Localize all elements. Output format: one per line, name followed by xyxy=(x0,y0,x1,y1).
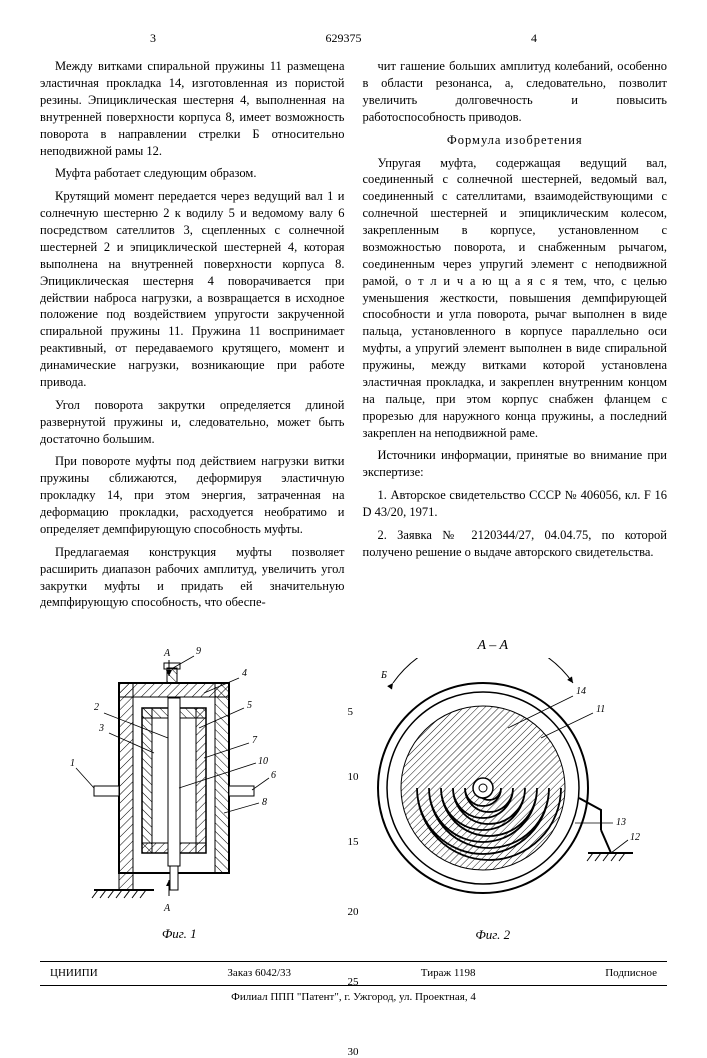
leader-1: 1 xyxy=(70,758,75,769)
leader-3: 3 xyxy=(98,723,104,734)
document-number: 629375 xyxy=(326,30,362,46)
leader-8: 8 xyxy=(262,797,267,808)
para: чит гашение больших амплитуд колебаний, … xyxy=(363,58,668,126)
figure-2-svg: Б xyxy=(343,658,643,918)
formula-title: Формула изобретения xyxy=(363,132,668,149)
section-A-bottom: A xyxy=(163,903,171,914)
leader-6: 6 xyxy=(271,770,276,781)
page-number-left: 3 xyxy=(150,30,156,46)
leader-5: 5 xyxy=(247,700,252,711)
para: Угол поворота закрутки определяется длин… xyxy=(40,397,345,448)
para: 2. Заявка № 2120344/27, 04.04.75, по кот… xyxy=(363,527,668,561)
leader-14: 14 xyxy=(576,686,586,697)
figure-1-caption: Фиг. 1 xyxy=(64,925,294,943)
arrow-Б: Б xyxy=(380,670,387,681)
footer-address: Филиал ППП "Патент", г. Ужгород, ул. Про… xyxy=(40,990,667,1005)
column-right: чит гашение больших амплитуд колебаний, … xyxy=(363,58,668,617)
leader-2: 2 xyxy=(94,702,99,713)
figure-1-svg: A A xyxy=(64,638,294,918)
figure-2: A – A Б xyxy=(343,637,643,943)
figure-1: A A xyxy=(64,638,294,943)
leader-11: 11 xyxy=(596,704,605,715)
header-row: 3 629375 4 xyxy=(40,30,667,46)
footer-order: Заказ 6042/33 xyxy=(227,966,291,981)
para: Муфта работает следующим образом. xyxy=(40,165,345,182)
para: 1. Авторское свидетельство СССР № 406056… xyxy=(363,487,668,521)
leader-10: 10 xyxy=(258,756,268,767)
line-number: 30 xyxy=(348,1047,359,1058)
para: Предлагаемая конструкция муфты позволяет… xyxy=(40,544,345,612)
para: Крутящий момент передается через ведущий… xyxy=(40,188,345,391)
leader-7: 7 xyxy=(252,735,258,746)
text-columns: Между витками спиральной пружины 11 разм… xyxy=(40,58,667,617)
leader-9: 9 xyxy=(196,646,201,657)
footer-sub: Подписное xyxy=(605,966,657,981)
leader-13: 13 xyxy=(616,817,626,828)
footer-org: ЦНИИПИ xyxy=(50,966,98,981)
line-number: 25 xyxy=(348,977,359,988)
para: Упругая муфта, содержащая ведущий вал, с… xyxy=(363,155,668,442)
column-left: Между витками спиральной пружины 11 разм… xyxy=(40,58,345,617)
section-A-top: A xyxy=(163,648,171,659)
para: При повороте муфты под действием нагрузк… xyxy=(40,453,345,537)
footer-tirage: Тираж 1198 xyxy=(421,966,476,981)
figure-2-caption: Фиг. 2 xyxy=(343,926,643,944)
leader-12: 12 xyxy=(630,832,640,843)
figures-row: A A xyxy=(40,637,667,943)
figure-2-title: A – A xyxy=(343,637,643,656)
page-number-right: 4 xyxy=(531,30,537,46)
para: Источники информации, принятые во вниман… xyxy=(363,447,668,481)
para: Между витками спиральной пружины 11 разм… xyxy=(40,58,345,159)
leader-4: 4 xyxy=(242,668,247,679)
